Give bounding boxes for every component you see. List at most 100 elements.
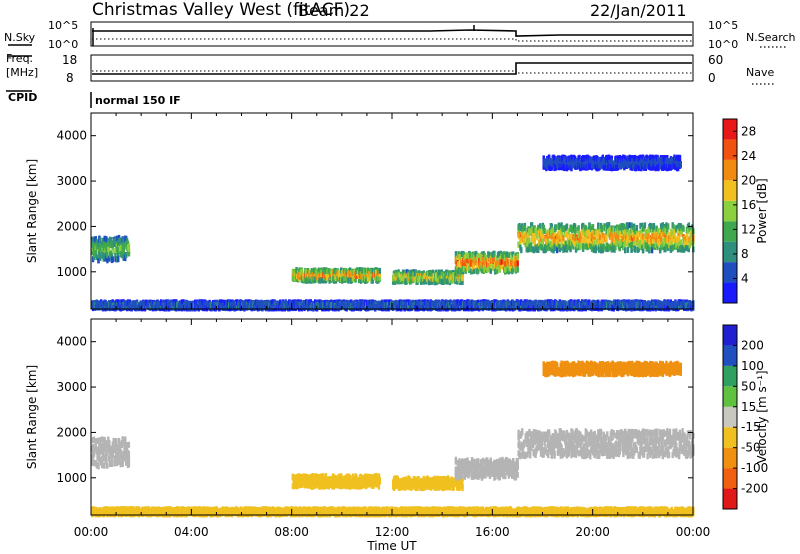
power-echo-layer — [91, 154, 695, 312]
echo-cell — [300, 269, 303, 276]
echo-cell — [635, 230, 639, 237]
echo-cell — [521, 225, 525, 232]
echo-cell — [639, 229, 642, 236]
echo-cell — [511, 254, 514, 261]
echo-cell — [595, 165, 598, 172]
echo-cell — [626, 226, 630, 233]
echo-cell — [672, 224, 675, 231]
echo-cell — [591, 234, 595, 240]
echo-cell — [106, 257, 109, 264]
echo-cell — [659, 228, 662, 235]
echo-cell — [630, 241, 633, 248]
echo-cell — [565, 223, 569, 230]
echo-cell — [514, 256, 518, 263]
noise-left-tick-top: 10^5 — [48, 19, 78, 32]
echo-cell — [561, 240, 564, 247]
echo-cell — [564, 161, 568, 168]
echo-cell — [598, 226, 602, 233]
echo-cell — [581, 243, 585, 250]
echo-cell — [604, 164, 607, 171]
echo-cell — [530, 246, 533, 253]
echo-cell — [639, 222, 642, 229]
echo-cell — [570, 234, 573, 241]
echo-cell — [551, 227, 554, 234]
echo-cell — [459, 267, 462, 274]
echo-cell — [397, 272, 400, 279]
echo-cell — [512, 266, 515, 273]
echo-cell — [612, 227, 615, 234]
echo-cell — [680, 228, 683, 235]
echo-cell — [218, 305, 221, 312]
echo-cell — [621, 236, 624, 243]
echo-cell — [593, 155, 596, 162]
echo-cell — [555, 247, 559, 254]
echo-cell — [650, 223, 653, 230]
echo-cell — [457, 261, 460, 268]
echo-cell — [572, 243, 575, 250]
echo-cell — [493, 252, 496, 259]
echo-cell — [550, 223, 553, 230]
echo-cell — [579, 243, 582, 250]
echo-cell — [516, 253, 519, 260]
noise-left-tick-bottom: 10^0 — [48, 38, 78, 51]
echo-cell — [651, 233, 655, 240]
echo-cell — [589, 232, 592, 239]
echo-cell — [478, 262, 482, 269]
echo-cell — [581, 164, 584, 171]
echo-cell — [530, 222, 534, 229]
echo-cell — [569, 246, 572, 253]
echo-cell — [537, 224, 540, 231]
echo-cell — [671, 244, 674, 251]
echo-cell — [687, 246, 690, 253]
echo-cell — [410, 277, 413, 284]
echo-cell — [102, 245, 105, 252]
echo-cell — [677, 235, 681, 242]
echo-cell — [521, 229, 525, 236]
echo-cell — [590, 226, 593, 232]
echo-cell — [530, 242, 533, 249]
echo-cell — [609, 232, 613, 239]
echo-cell — [472, 267, 475, 274]
echo-cell — [293, 274, 296, 281]
freq-right-tick-top: 60 — [708, 53, 723, 67]
echo-cell — [684, 244, 688, 251]
echo-cell — [686, 227, 690, 234]
echo-cell — [687, 222, 690, 229]
echo-cell — [533, 234, 536, 241]
echo-cell — [633, 245, 637, 252]
echo-cell — [607, 154, 611, 161]
echo-cell — [478, 257, 481, 264]
echo-cell — [625, 238, 629, 245]
echo-cell — [530, 236, 534, 243]
echo-cell — [507, 252, 510, 259]
echo-cell — [487, 266, 490, 273]
echo-cell — [328, 277, 331, 284]
echo-cell — [643, 222, 647, 229]
echo-cell — [114, 235, 117, 242]
echo-cell — [359, 277, 363, 284]
echo-cell — [333, 299, 337, 306]
station-title: Christmas Valley West (fitACF) — [92, 0, 350, 20]
echo-cell — [652, 223, 656, 229]
echo-cell — [605, 236, 608, 243]
freq-right-tick-bottom: 0 — [708, 71, 716, 85]
echo-cell — [472, 258, 475, 265]
echo-cell — [599, 243, 603, 250]
echo-cell — [375, 269, 378, 276]
echo-cell — [548, 245, 552, 251]
echo-cell — [573, 239, 576, 246]
echo-cell — [461, 279, 464, 285]
echo-cell — [461, 274, 464, 280]
echo-cell — [489, 267, 492, 274]
echo-cell — [650, 236, 653, 243]
echo-cell — [487, 261, 490, 268]
echo-cell — [626, 222, 630, 229]
echo-cell — [665, 222, 668, 229]
echo-cell — [591, 224, 595, 231]
noise-strip-frame — [90, 21, 694, 47]
echo-cell — [654, 165, 657, 172]
echo-cell — [641, 233, 645, 240]
echo-cell — [642, 225, 646, 232]
echo-cell — [631, 235, 634, 242]
echo-cell — [464, 267, 467, 274]
